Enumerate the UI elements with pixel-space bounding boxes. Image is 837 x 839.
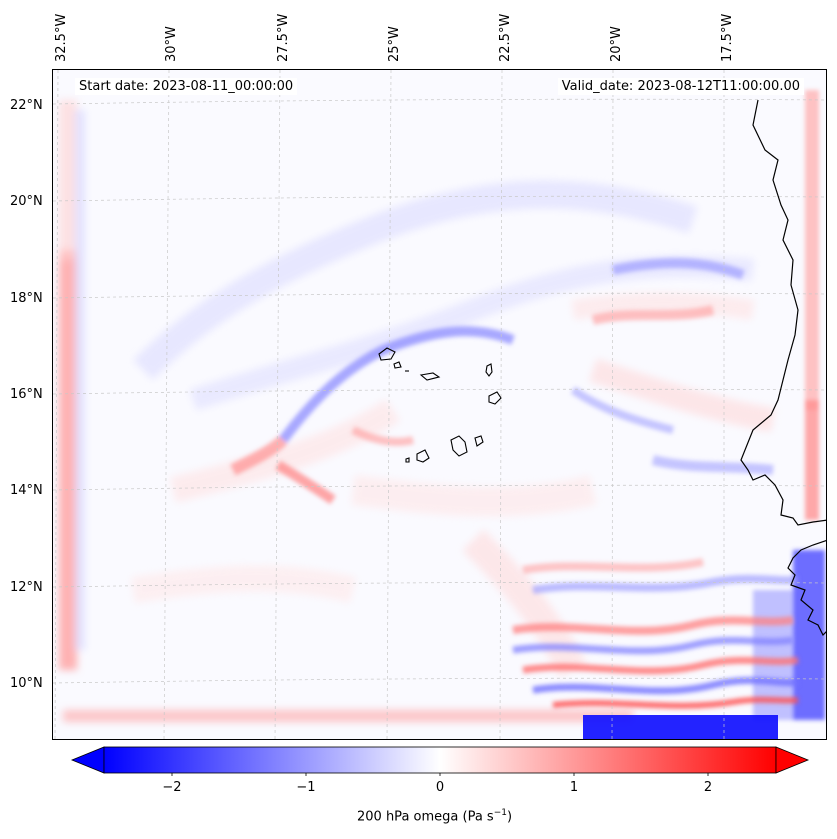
valid-date-text: Valid_date: 2023-08-12T11:00:00.00 [557,78,804,95]
lat-label-16n: 16°N [10,387,43,402]
lon-label-32-5w: 32.5°W [54,13,69,62]
omega-strong-features [230,258,774,505]
colorbar-tick-minus1: −1 [296,780,316,795]
omega-field-map [53,70,826,739]
colorbar-extend-max [775,746,810,774]
colorbar [70,746,810,776]
lon-label-27-5w: 27.5°W [276,13,291,62]
cape-verde-islands [378,347,502,463]
colorbar-tick-minus2: −2 [162,780,182,795]
colorbar-extend-min [70,746,105,774]
lon-label-20w: 20°W [609,26,624,62]
graticule [53,70,826,739]
lat-label-14n: 14°N [10,483,43,498]
lon-label-17-5w: 17.5°W [720,13,735,62]
lon-label-22-5w: 22.5°W [498,13,513,62]
lat-label-18n: 18°N [10,291,43,306]
colorbar-label-prefix: 200 hPa omega (Pa s [357,809,494,825]
colorbar-tick-2: 2 [703,780,713,795]
map-panel[interactable]: Start date: 2023-08-11_00:00:00 Valid_da… [52,69,827,740]
africa-coastline-south [787,540,826,637]
omega-left-boundary [59,100,633,722]
omega-bottom-blue-band [583,715,778,739]
lat-label-10n: 10°N [10,676,43,691]
omega-faint-features [131,180,775,677]
lon-label-30w: 30°W [164,26,179,62]
colorbar-label-suffix: ) [506,809,513,825]
colorbar-body [103,746,777,774]
lat-label-12n: 12°N [10,580,43,595]
colorbar-label-exponent: −1 [493,808,507,818]
colorbar-tick-1: 1 [569,780,579,795]
lon-label-25w: 25°W [387,26,402,62]
lat-label-20n: 20°N [10,194,43,209]
colorbar-tick-0: 0 [435,780,445,795]
start-date-text: Start date: 2023-08-11_00:00:00 [75,78,298,95]
omega-bottom-right-waves [512,558,799,709]
colorbar-label: 200 hPa omega (Pa s−1) [357,808,512,824]
africa-coastline [740,99,826,526]
lat-label-22n: 22°N [10,98,43,113]
